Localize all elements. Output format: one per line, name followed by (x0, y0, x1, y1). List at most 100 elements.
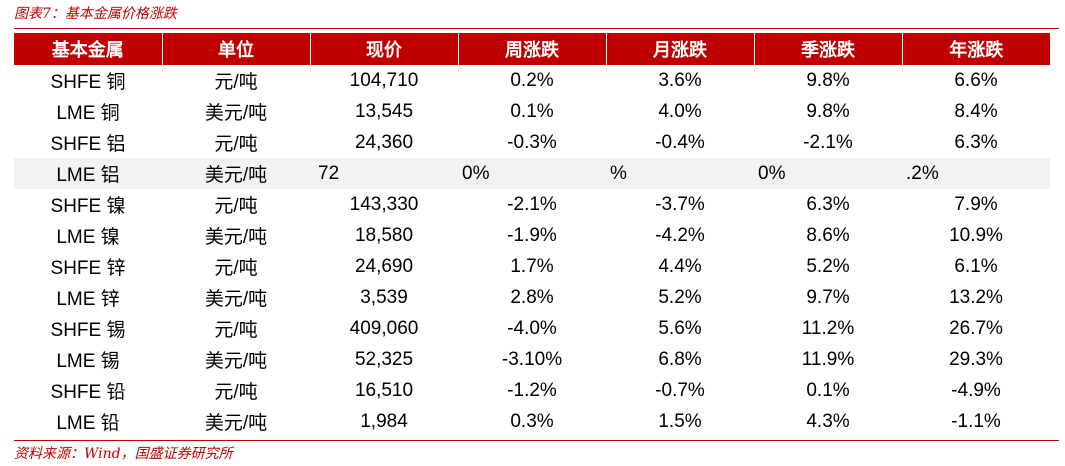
cell-metal: LME 镍 (56, 227, 120, 248)
cell-price: 16,510 (354, 379, 414, 401)
cell-unit: 元/吨 (214, 72, 258, 93)
cell-price: 3,539 (360, 286, 408, 308)
source-note: 资料来源：Wind，国盛证券研究所 (14, 446, 233, 462)
cell-week: -0.3% (507, 131, 557, 153)
table-row: LME 锌 美元/吨 3,539 2.8% 5.2% 9.7% 13.2% (14, 282, 1050, 313)
cell-quarter: 9.8% (806, 69, 850, 91)
cell-unit: 元/吨 (214, 196, 258, 217)
cell-quarter: 0.1% (806, 379, 850, 401)
cell-year: 7.9% (954, 193, 998, 215)
cell-price: 143,330 (349, 193, 419, 215)
cell-week: -1.9% (507, 224, 557, 246)
cell-quarter: 11.2% (801, 317, 855, 339)
cell-month: 6.8% (658, 348, 702, 370)
cell-metal: LME 铅 (56, 413, 120, 434)
cell-price: 18,580 (354, 224, 414, 246)
cell-week: 2.8% (510, 286, 554, 308)
cell-year: .2% (906, 162, 939, 184)
cell-price: 104,710 (349, 69, 419, 91)
cell-month: 4.0% (658, 100, 702, 122)
cell-week: -3.10% (501, 348, 563, 370)
cell-metal: LME 铝 (56, 165, 120, 186)
cell-week: -2.1% (507, 193, 557, 215)
bottom-rule (14, 440, 1059, 441)
cell-unit: 美元/吨 (204, 351, 268, 372)
cell-unit: 元/吨 (214, 134, 258, 155)
cell-quarter: 4.3% (806, 410, 850, 432)
cell-year: 29.3% (949, 348, 1003, 370)
table-header-row: 基本金属 单位 现价 周涨跌 月涨跌 季涨跌 年涨跌 (14, 33, 1050, 65)
header-year: 年涨跌 (902, 33, 1050, 65)
cell-week: 0.3% (510, 410, 554, 432)
cell-week: 0.2% (510, 69, 554, 91)
cell-month: 3.6% (658, 69, 702, 91)
cell-quarter: 8.6% (806, 224, 850, 246)
cell-week: 1.7% (510, 255, 554, 277)
cell-month: -0.7% (655, 379, 705, 401)
cell-price: 24,690 (354, 255, 414, 277)
cell-unit: 美元/吨 (204, 227, 268, 248)
cell-quarter: 9.7% (806, 286, 850, 308)
header-quarter: 季涨跌 (754, 33, 903, 65)
cell-year: 6.1% (954, 255, 998, 277)
metal-price-table: 基本金属 单位 现价 周涨跌 月涨跌 季涨跌 年涨跌 SHFE 铜元/吨 104,… (14, 33, 1050, 437)
table-row: LME 铅 美元/吨 1,984 0.3% 1.5% 4.3% -1.1% (14, 406, 1050, 437)
cell-metal: SHFE 锌 (50, 258, 126, 279)
cell-quarter: 5.2% (806, 255, 850, 277)
cell-week: -1.2% (507, 379, 557, 401)
cell-week: 0% (462, 162, 490, 184)
cell-month: -0.4% (655, 131, 705, 153)
table-row: SHFE 锌 元/吨 24,690 1.7% 4.4% 5.2% 6.1% (14, 251, 1050, 282)
cell-unit: 元/吨 (214, 382, 258, 403)
header-week: 周涨跌 (458, 33, 607, 65)
cell-month: 5.6% (658, 317, 702, 339)
cell-metal: LME 锡 (56, 351, 120, 372)
table-row: LME 铜 美元/吨 13,545 0.1% 4.0% 9.8% 8.4% (14, 96, 1050, 127)
cell-metal: SHFE 锡 (50, 320, 126, 341)
cell-price: 52,325 (354, 348, 414, 370)
cell-year: -4.9% (951, 379, 1001, 401)
cell-unit: 元/吨 (214, 320, 258, 341)
cell-year: 13.2% (949, 286, 1003, 308)
table-row: LME 镍 美元/吨 18,580 -1.9% -4.2% 8.6% 10.9% (14, 220, 1050, 251)
table-row: SHFE 铜 元/吨 104,710 0.2% 3.6% 9.8% 6.6% (14, 65, 1050, 96)
table-row: SHFE 镍 元/吨 143,330 -2.1% -3.7% 6.3% 7.9% (14, 189, 1050, 220)
header-month: 月涨跌 (606, 33, 755, 65)
cell-price: 1,984 (360, 410, 408, 432)
cell-price: 24,360 (354, 131, 414, 153)
cell-quarter: -2.1% (803, 131, 853, 153)
cell-unit: 美元/吨 (204, 413, 268, 434)
cell-year: 10.9% (949, 224, 1003, 246)
table-row: SHFE 铅 元/吨 16,510 -1.2% -0.7% 0.1% -4.9% (14, 375, 1050, 406)
cell-unit: 美元/吨 (204, 103, 268, 124)
cell-metal: SHFE 铝 (50, 134, 126, 155)
cell-unit: 美元/吨 (204, 165, 268, 186)
cell-metal: LME 铜 (56, 103, 120, 124)
cell-metal: SHFE 铅 (50, 382, 126, 403)
header-metal: 基本金属 (14, 33, 163, 65)
cell-month: 1.5% (658, 410, 702, 432)
cell-metal: SHFE 铜 (50, 72, 126, 93)
cell-metal: LME 锌 (56, 289, 120, 310)
cell-year: 8.4% (954, 100, 998, 122)
cell-metal: SHFE 镍 (50, 196, 126, 217)
cell-price: 72 (318, 162, 340, 184)
cell-year: 26.7% (949, 317, 1003, 339)
top-rule (14, 28, 1059, 29)
cell-quarter: 6.3% (806, 193, 850, 215)
figure-caption: 图表7：基本金属价格涨跌 (14, 6, 177, 22)
cell-quarter: 0% (758, 162, 786, 184)
table-row: LME 锡 美元/吨 52,325 -3.10% 6.8% 11.9% 29.3% (14, 344, 1050, 375)
header-price: 现价 (310, 33, 459, 65)
cell-unit: 元/吨 (214, 258, 258, 279)
cell-week: -4.0% (507, 317, 557, 339)
cell-price: 409,060 (349, 317, 419, 339)
cell-quarter: 9.8% (806, 100, 850, 122)
cell-month: 4.4% (658, 255, 702, 277)
cell-month: % (610, 162, 627, 184)
cell-month: 5.2% (658, 286, 702, 308)
cell-quarter: 11.9% (801, 348, 855, 370)
cell-year: 6.6% (954, 69, 998, 91)
table-row: LME 铝 美元/吨 72 0%% 0% .2% (14, 158, 1050, 189)
cell-year: -1.1% (951, 410, 1001, 432)
